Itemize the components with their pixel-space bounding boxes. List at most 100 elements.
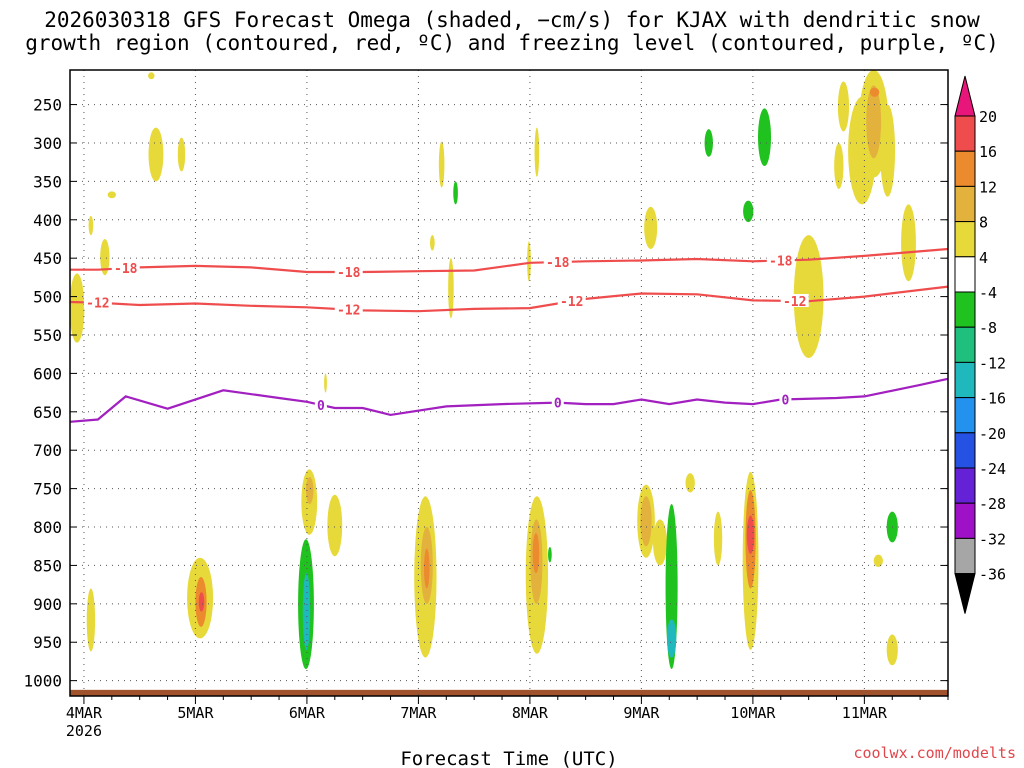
omega-cell <box>69 273 85 343</box>
x-tick-label: 10MAR <box>730 704 776 722</box>
colorbar-bottom-arrow <box>954 573 976 614</box>
y-tick-label: 350 <box>33 172 62 191</box>
contour-label-bg <box>543 255 572 269</box>
omega-cell <box>453 181 458 205</box>
contour-label-bg <box>314 397 327 411</box>
omega-cell <box>302 573 311 650</box>
y-tick-label: 500 <box>33 288 62 307</box>
contour-label: -12 <box>86 297 109 312</box>
colorbar-label: -24 <box>979 460 1006 478</box>
omega-cell <box>704 129 713 157</box>
colorbar-band <box>954 397 976 434</box>
colorbar-label: 4 <box>979 249 988 267</box>
x-tick-label: 4MAR <box>66 704 103 722</box>
colorbar-label: 20 <box>979 108 997 126</box>
omega-cell <box>100 238 110 276</box>
y-tick-label: 700 <box>33 441 62 460</box>
y-tick-label: 900 <box>33 595 62 614</box>
x-tick-label: 8MAR <box>512 704 549 722</box>
x-tick-sublabel: 2026 <box>66 722 102 740</box>
x-axis-title: Forecast Time (UTC) <box>400 748 617 768</box>
omega-cell <box>834 142 844 190</box>
colorbar-label: -28 <box>979 495 1006 513</box>
omega-cell <box>327 494 343 557</box>
ground-band <box>70 689 948 696</box>
colorbar-label: -12 <box>979 354 1006 372</box>
omega-cell <box>886 634 898 666</box>
y-tick-label: 750 <box>33 480 62 499</box>
contour-label-bg <box>779 392 792 406</box>
y-tick-label: 650 <box>33 403 62 422</box>
omega-cell <box>430 235 435 251</box>
contour-label-bg <box>780 294 809 308</box>
colorbar-band <box>954 361 976 399</box>
omega-shading-layer <box>69 70 948 696</box>
omega-cell <box>438 141 445 188</box>
omega-cell <box>901 204 916 282</box>
y-tick-label: 600 <box>33 364 62 383</box>
omega-cell <box>757 108 772 167</box>
omega-cell <box>666 619 677 658</box>
contour-label: -18 <box>546 256 570 271</box>
contour-label: -18 <box>114 262 138 277</box>
contour-label: -18 <box>337 266 361 281</box>
site-credit: coolwx.com/modelts <box>853 744 1016 762</box>
contour-label-bg <box>83 295 112 309</box>
omega-cell <box>866 85 882 159</box>
colorbar: 20 16 12 8 4 -4 -8 -12 -16 -20 -24 -28 -32 -36 <box>954 75 1006 614</box>
grid-layer <box>70 70 948 696</box>
contour-label: 0 <box>317 399 325 414</box>
colorbar-band <box>954 185 976 223</box>
contour-label-bg <box>334 302 363 316</box>
contour-label: -12 <box>337 304 360 319</box>
colorbar-band <box>954 537 976 575</box>
colorbar-band <box>954 326 976 363</box>
contour-label-bg <box>766 253 795 267</box>
colorbar-band <box>954 115 976 152</box>
colorbar-band <box>954 291 976 328</box>
colorbar-band <box>954 502 976 539</box>
contour-label-bg <box>111 261 140 275</box>
omega-cell <box>713 511 723 566</box>
plot-frame <box>69 69 949 697</box>
colorbar-top-arrow <box>954 75 976 117</box>
omega-cell <box>534 127 540 177</box>
omega-cell <box>198 592 205 612</box>
contour-label: -18 <box>769 254 793 269</box>
y-tick-label: 1000 <box>23 672 62 691</box>
contour-label: 0 <box>781 393 789 408</box>
contour-label: -12 <box>560 295 583 310</box>
omega-cell <box>743 200 754 223</box>
omega-cell <box>644 206 658 249</box>
freezing_level-contour <box>69 377 949 423</box>
y-tick-label: 550 <box>33 326 62 345</box>
omega-cell <box>107 191 116 199</box>
omega-cell <box>324 373 327 393</box>
x-tick-label: 7MAR <box>400 704 437 722</box>
omega-cell <box>423 548 430 589</box>
omega-cell <box>746 515 755 554</box>
omega-cell <box>305 477 314 504</box>
omega-cell <box>873 554 883 567</box>
x-tick-label: 11MAR <box>842 704 888 722</box>
contour-label: 0 <box>554 397 562 412</box>
contour-label-bg <box>334 265 363 279</box>
omega-cell <box>640 496 652 547</box>
colorbar-band <box>954 467 976 504</box>
chart-title-line-1: 2026030318 GFS Forecast Omega (shaded, −… <box>44 8 980 32</box>
y-tick-label: 400 <box>33 211 62 230</box>
contour-layer: -18 -18 -18 -18 -12 -12 -12 -12 0 0 0 <box>69 247 949 423</box>
omega-cell <box>527 241 531 282</box>
contour-label-bg <box>557 294 586 308</box>
y-tick-label: 800 <box>33 518 62 537</box>
omega-cell <box>177 137 186 172</box>
dgz_bottom-contour <box>69 285 949 313</box>
colorbar-label: -8 <box>979 319 997 337</box>
chart-title-line-2: growth region (contoured, red, ºC) and f… <box>25 31 999 55</box>
omega-cell <box>685 473 695 493</box>
x-tick-label: 9MAR <box>623 704 660 722</box>
x-tick-label: 6MAR <box>289 704 326 722</box>
colorbar-label: -16 <box>979 390 1006 408</box>
y-tick-label: 300 <box>33 134 62 153</box>
